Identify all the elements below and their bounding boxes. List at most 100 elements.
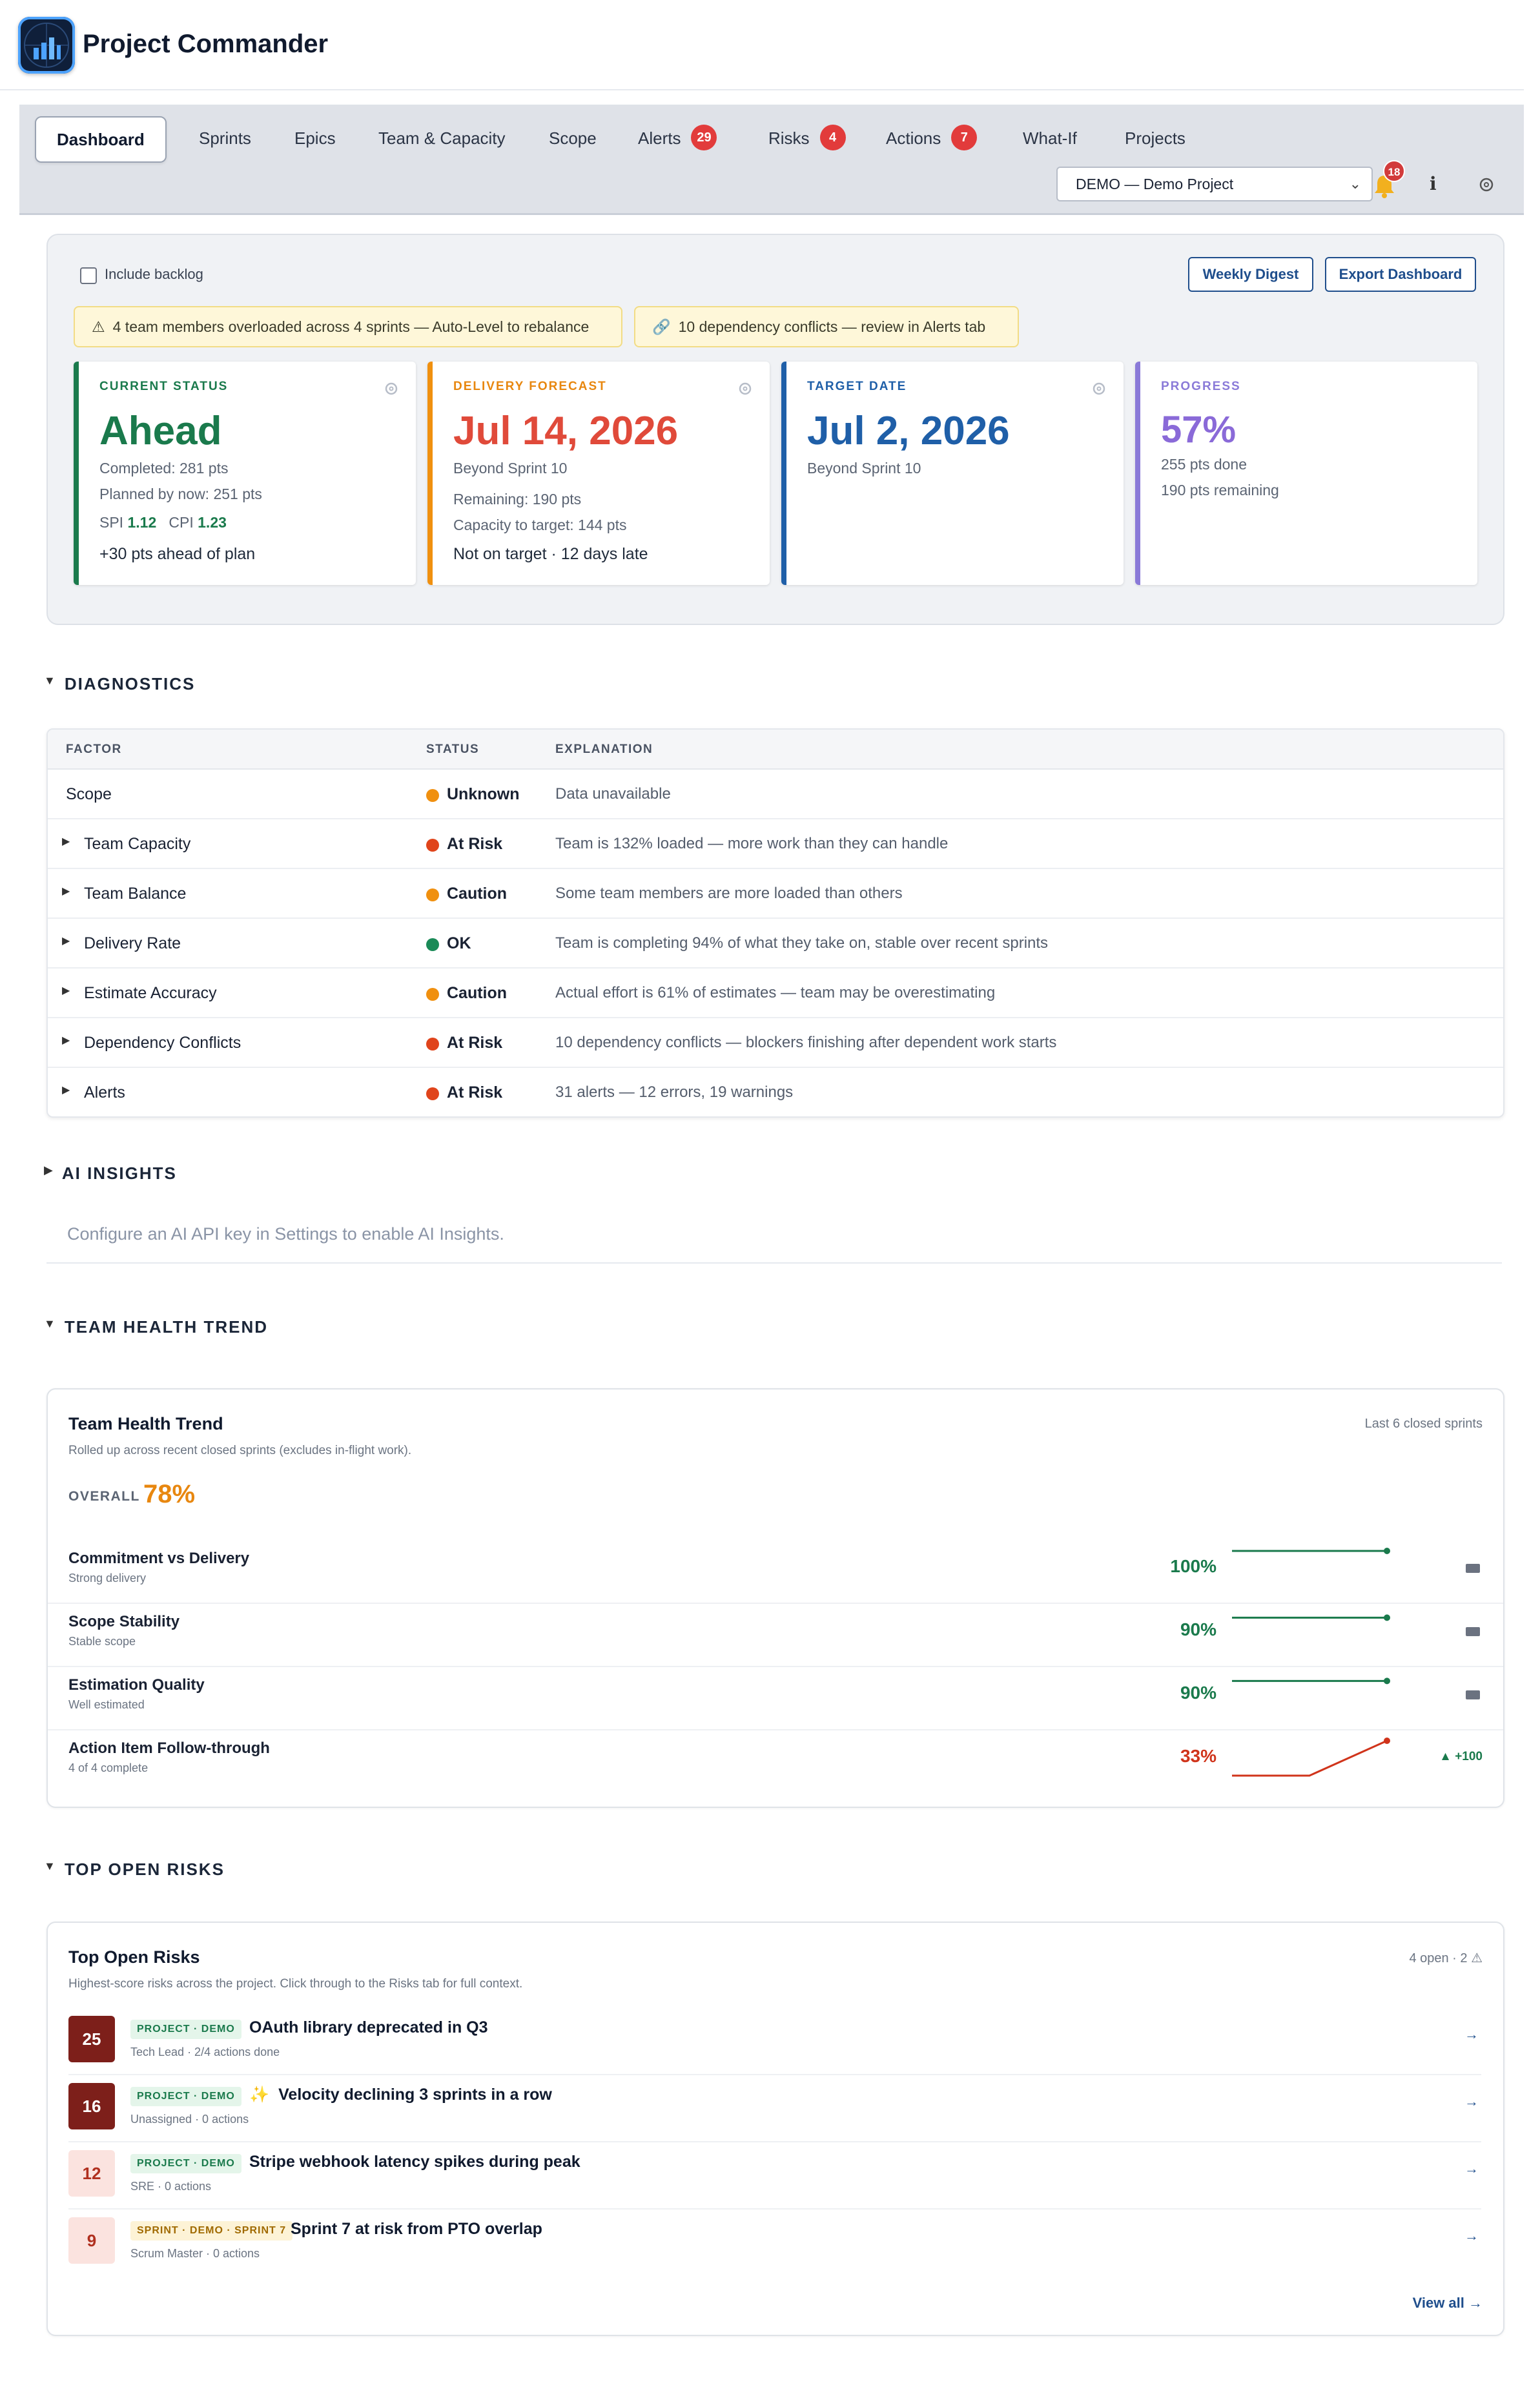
include-backlog-label[interactable]: Include backlog [105, 266, 203, 282]
spi-cpi-line: SPI 1.12 CPI 1.23 [99, 514, 227, 531]
table-row[interactable]: ▶ Alerts At Risk 31 alerts — 12 errors, … [48, 1068, 1503, 1116]
progress-card: PROGRESS 57% 255 pts done 190 pts remain… [1135, 362, 1477, 585]
risk-owner: Scrum Master · 0 actions [130, 2247, 260, 2260]
tab-label: What-If [1023, 128, 1077, 148]
notification-count-badge: 18 [1383, 160, 1405, 182]
main-navbar: Dashboard Sprints Epics Team & Capacity … [19, 105, 1524, 215]
column-header-status: STATUS [426, 743, 480, 756]
include-backlog-checkbox[interactable] [80, 267, 97, 284]
risk-title: Sprint 7 at risk from PTO overlap [291, 2220, 542, 2238]
risk-title-text: Velocity declining 3 sprints in a row [278, 2086, 552, 2104]
metric-description: Well estimated [68, 1698, 145, 1711]
target-date-card: TARGET DATE Jul 2, 2026 Beyond Sprint 10 [781, 362, 1124, 585]
overload-banner[interactable]: ⚠ 4 team members overloaded across 4 spri… [74, 306, 622, 347]
health-metric-row: Estimation Quality Well estimated 90% [48, 1666, 1503, 1730]
tab-sprints[interactable]: Sprints [178, 116, 272, 160]
top-risks-meta: 4 open · 2 ⚠ [1409, 1951, 1483, 1965]
gear-icon[interactable] [1090, 380, 1108, 398]
status-dot [426, 839, 439, 852]
team-health-heading[interactable]: ▼ TEAM HEALTH TREND [44, 1317, 268, 1337]
current-status-card: CURRENT STATUS Ahead Completed: 281 pts … [74, 362, 416, 585]
risk-owner: Tech Lead · 2/4 actions done [130, 2046, 280, 2058]
overall-value: 78% [143, 1480, 196, 1508]
export-dashboard-button[interactable]: Export Dashboard [1325, 257, 1476, 292]
explanation: 31 alerts — 12 errors, 19 warnings [555, 1083, 794, 1101]
expand-caret-icon[interactable]: ▶ [62, 1035, 70, 1046]
diagnostics-heading[interactable]: ▼ DIAGNOSTICS [44, 674, 195, 694]
divider [46, 1262, 1502, 1264]
table-row: Scope Unknown Data unavailable [48, 770, 1503, 819]
gear-icon[interactable] [736, 380, 754, 398]
risk-item[interactable]: 9 SPRINT · DEMO · SPRINT 7 Sprint 7 at r… [68, 2208, 1481, 2275]
spi-value: 1.12 [127, 514, 157, 531]
delivery-forecast-sub: Beyond Sprint 10 [453, 460, 568, 477]
status-label: Unknown [447, 785, 520, 803]
table-row[interactable]: ▶ Team Capacity At Risk Team is 132% loa… [48, 819, 1503, 869]
expand-caret-icon[interactable]: ▶ [62, 985, 70, 996]
tab-what-if[interactable]: What-If [1002, 116, 1098, 160]
risk-tag: PROJECT · DEMO [130, 2087, 241, 2106]
metric-sparkline [1232, 1677, 1390, 1685]
gear-icon[interactable] [382, 380, 400, 398]
project-select-value: DEMO — Demo Project [1076, 176, 1234, 192]
arrow-right-icon[interactable]: → [1464, 2026, 1479, 2042]
capacity-to-target: Capacity to target: 144 pts [453, 517, 627, 533]
diagnostics-heading-label: DIAGNOSTICS [64, 674, 196, 693]
tab-risks[interactable]: Risks 4 [748, 116, 867, 160]
tab-label: Actions [886, 128, 941, 148]
tab-actions[interactable]: Actions 7 [865, 116, 998, 160]
ai-insights-heading[interactable]: ▶ AI INSIGHTS [44, 1164, 177, 1184]
column-header-explanation: EXPLANATION [555, 743, 653, 756]
dependency-banner[interactable]: 🔗 10 dependency conflicts — review in Ale… [634, 306, 1019, 347]
table-row[interactable]: ▶ Team Balance Caution Some team members… [48, 869, 1503, 919]
arrow-right-icon[interactable]: → [1464, 2228, 1479, 2244]
team-health-title: Team Health Trend [68, 1414, 223, 1433]
spi-label: SPI [99, 514, 124, 531]
metric-sparkline [1232, 1738, 1390, 1777]
top-risks-heading[interactable]: ▼ TOP OPEN RISKS [44, 1860, 225, 1880]
status-dot [426, 988, 439, 1001]
project-select[interactable]: DEMO — Demo Project ⌄ [1056, 167, 1373, 201]
expand-caret-icon[interactable]: ▶ [62, 886, 70, 897]
top-risks-subtitle: Highest-score risks across the project. … [68, 1977, 523, 1991]
tab-alerts[interactable]: Alerts 29 [617, 116, 737, 160]
summary-panel: Include backlog Weekly Digest Export Das… [46, 234, 1504, 625]
tab-team-capacity[interactable]: Team & Capacity [358, 116, 526, 160]
risk-item[interactable]: 25 PROJECT · DEMO OAuth library deprecat… [68, 2007, 1481, 2075]
risk-item[interactable]: 16 PROJECT · DEMO ✨ Velocity declining 3 … [68, 2074, 1481, 2142]
arrow-right-icon[interactable]: → [1464, 2160, 1479, 2177]
metric-name: Commitment vs Delivery [68, 1550, 250, 1567]
current-status-label: CURRENT STATUS [99, 380, 229, 393]
factor-name: Scope [66, 785, 112, 803]
risk-title: ✨ Velocity declining 3 sprints in a row [249, 2086, 552, 2104]
chevron-down-icon: ⌄ [1349, 176, 1361, 192]
table-row[interactable]: ▶ Estimate Accuracy Caution Actual effor… [48, 969, 1503, 1018]
view-all-link[interactable]: View all → [1412, 2295, 1483, 2311]
expand-caret-icon[interactable]: ▶ [62, 836, 70, 847]
current-status-value: Ahead [99, 409, 222, 453]
tab-label: Scope [549, 128, 597, 148]
tab-dashboard[interactable]: Dashboard [35, 116, 167, 163]
tab-epics[interactable]: Epics [274, 116, 356, 160]
metric-sparkline [1232, 1614, 1390, 1621]
risk-item[interactable]: 12 PROJECT · DEMO Stripe webhook latency… [68, 2141, 1481, 2210]
tab-projects[interactable]: Projects [1104, 116, 1206, 160]
expand-caret-icon[interactable]: ▶ [62, 936, 70, 947]
weekly-digest-button[interactable]: Weekly Digest [1188, 257, 1313, 292]
cpi-label: CPI [169, 514, 194, 531]
explanation: Team is completing 94% of what they take… [555, 934, 1049, 952]
status-dot [426, 938, 439, 951]
tab-scope[interactable]: Scope [528, 116, 617, 160]
status-label: At Risk [447, 1034, 503, 1052]
expand-caret-icon[interactable]: ▶ [62, 1085, 70, 1096]
info-icon[interactable]: i [1430, 173, 1437, 194]
metric-sparkline [1232, 1548, 1390, 1554]
table-row[interactable]: ▶ Delivery Rate OK Team is completing 94… [48, 919, 1503, 969]
settings-gear-icon[interactable] [1476, 174, 1497, 195]
arrow-right-icon[interactable]: → [1464, 2093, 1479, 2109]
metric-description: Stable scope [68, 1635, 136, 1648]
factor-name: Estimate Accuracy [84, 984, 217, 1002]
sparkline-end-point [1384, 1677, 1390, 1685]
factor-name: Dependency Conflicts [84, 1034, 241, 1052]
table-row[interactable]: ▶ Dependency Conflicts At Risk 10 depend… [48, 1018, 1503, 1068]
